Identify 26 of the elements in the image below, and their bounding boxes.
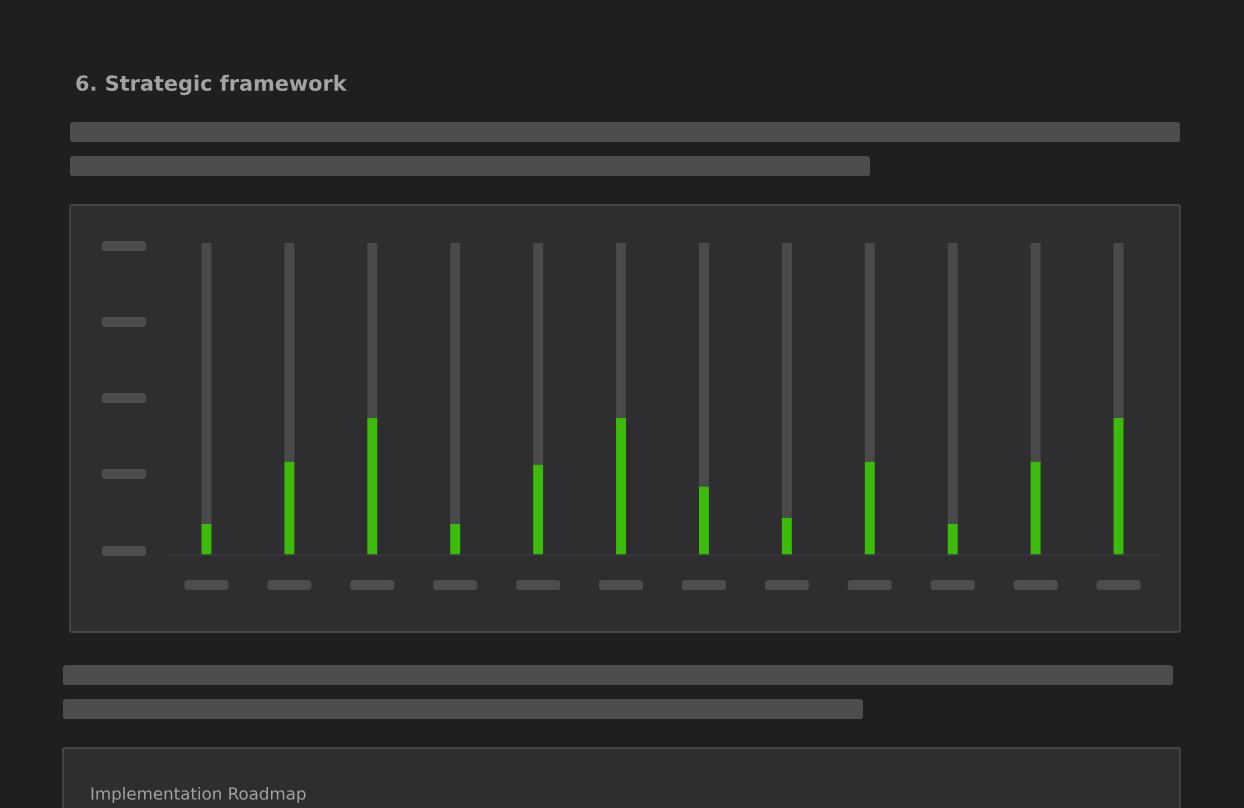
text: Implementation Roadmap (91, 786, 306, 804)
bar (201, 523, 212, 555)
bar (864, 461, 875, 555)
bar (698, 243, 709, 487)
bar (698, 486, 709, 555)
bar (1030, 243, 1041, 462)
bar (533, 243, 544, 465)
bar (616, 417, 627, 555)
bar (284, 461, 295, 555)
bar (1113, 417, 1124, 555)
bar (367, 243, 378, 418)
bar (864, 243, 875, 462)
bar (1113, 243, 1124, 418)
bar (284, 243, 295, 462)
bar (781, 243, 792, 518)
bar (201, 243, 212, 524)
bar (947, 243, 958, 524)
bar (367, 417, 378, 555)
bar (1030, 461, 1041, 555)
bar (450, 523, 461, 555)
bar (616, 243, 627, 418)
bar (781, 517, 792, 555)
chart-title: 6. Strategic framework (76, 74, 348, 96)
bar (533, 464, 544, 555)
bar (947, 523, 958, 555)
bar (450, 243, 461, 524)
